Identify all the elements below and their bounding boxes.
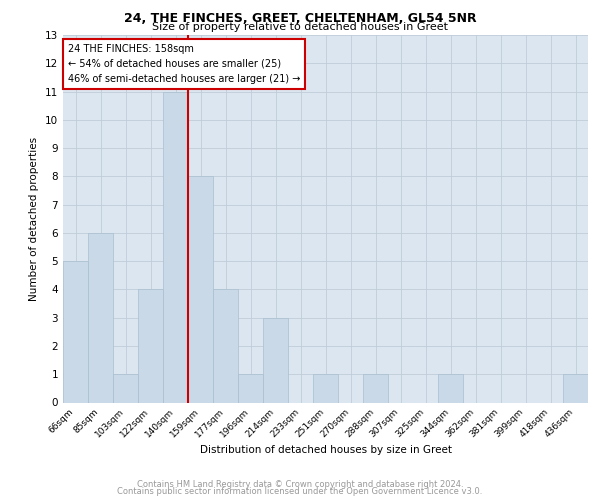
Text: Size of property relative to detached houses in Greet: Size of property relative to detached ho… — [152, 22, 448, 32]
Y-axis label: Number of detached properties: Number of detached properties — [29, 136, 40, 301]
Text: Contains HM Land Registry data © Crown copyright and database right 2024.: Contains HM Land Registry data © Crown c… — [137, 480, 463, 489]
Bar — [213, 290, 238, 403]
X-axis label: Distribution of detached houses by size in Greet: Distribution of detached houses by size … — [199, 445, 452, 455]
Bar — [163, 92, 188, 403]
Text: 24, THE FINCHES, GREET, CHELTENHAM, GL54 5NR: 24, THE FINCHES, GREET, CHELTENHAM, GL54… — [124, 12, 476, 26]
Bar — [88, 233, 113, 402]
Text: 24 THE FINCHES: 158sqm
← 54% of detached houses are smaller (25)
46% of semi-det: 24 THE FINCHES: 158sqm ← 54% of detached… — [68, 44, 301, 84]
Bar — [263, 318, 288, 402]
Bar — [113, 374, 138, 402]
Bar — [363, 374, 388, 402]
Bar — [563, 374, 588, 402]
Bar — [138, 290, 163, 403]
Bar — [63, 261, 88, 402]
Bar — [238, 374, 263, 402]
Bar — [438, 374, 463, 402]
Bar — [188, 176, 213, 402]
Text: Contains public sector information licensed under the Open Government Licence v3: Contains public sector information licen… — [118, 487, 482, 496]
Bar — [313, 374, 338, 402]
